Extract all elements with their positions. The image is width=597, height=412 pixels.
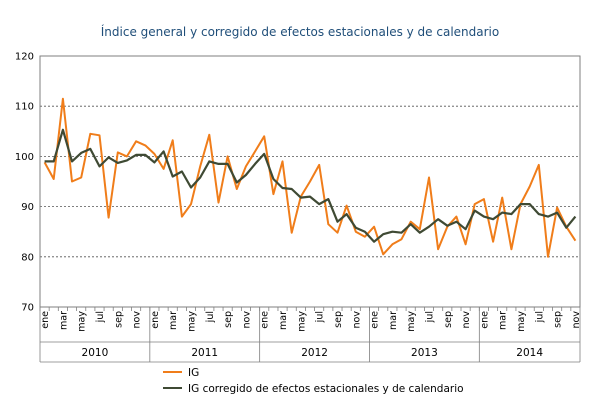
month-label: nov <box>132 311 143 329</box>
y-tick-label: 80 <box>21 252 34 263</box>
month-label: mar <box>388 311 399 330</box>
month-label: jul <box>95 311 106 323</box>
y-tick-label: 100 <box>15 152 34 163</box>
month-label: ene <box>479 311 490 329</box>
month-label: nov <box>571 311 582 329</box>
plot-frame <box>39 55 581 308</box>
month-label: mar <box>498 311 509 330</box>
y-tick-label: 120 <box>15 52 34 63</box>
grid-layer <box>40 105 580 258</box>
month-label: ene <box>40 311 51 329</box>
legend-label: IG corregido de efectos estacionales y d… <box>188 383 464 395</box>
month-label: jul <box>534 311 545 323</box>
month-label: sep <box>553 311 564 328</box>
month-label: may <box>406 311 417 332</box>
year-label: 2010 <box>82 347 109 359</box>
month-label: nov <box>241 311 252 329</box>
year-label: 2012 <box>301 347 328 359</box>
month-label: nov <box>461 311 472 329</box>
month-label: may <box>77 311 88 332</box>
year-label: 2013 <box>411 347 438 359</box>
series-ig-line <box>43 97 577 258</box>
y-tick-label: 90 <box>21 202 34 213</box>
month-label: jul <box>315 311 326 323</box>
year-label: 2011 <box>191 347 218 359</box>
month-label: nov <box>351 311 362 329</box>
y-tick-label: 70 <box>21 303 34 314</box>
month-label: sep <box>443 311 454 328</box>
legend: IG IG corregido de efectos estacionales y… <box>163 367 464 395</box>
month-label: sep <box>223 311 234 328</box>
month-label: may <box>187 311 198 332</box>
month-label: jul <box>424 311 435 323</box>
month-label: may <box>296 311 307 332</box>
month-label: sep <box>333 311 344 328</box>
month-label: ene <box>260 311 271 329</box>
legend-label: IG <box>188 367 199 379</box>
month-label: jul <box>205 311 216 323</box>
series-ig-corregido-line <box>44 128 577 243</box>
month-label: may <box>516 311 527 332</box>
chart-title: Índice general y corregido de efectos es… <box>101 24 499 39</box>
month-label: mar <box>168 311 179 330</box>
month-label: mar <box>58 311 69 330</box>
month-label: ene <box>150 311 161 329</box>
month-label: ene <box>370 311 381 329</box>
series-layer <box>43 97 577 258</box>
year-label: 2014 <box>516 347 543 359</box>
y-tick-label: 110 <box>15 102 34 113</box>
month-label: mar <box>278 311 289 330</box>
month-label: sep <box>113 311 124 328</box>
